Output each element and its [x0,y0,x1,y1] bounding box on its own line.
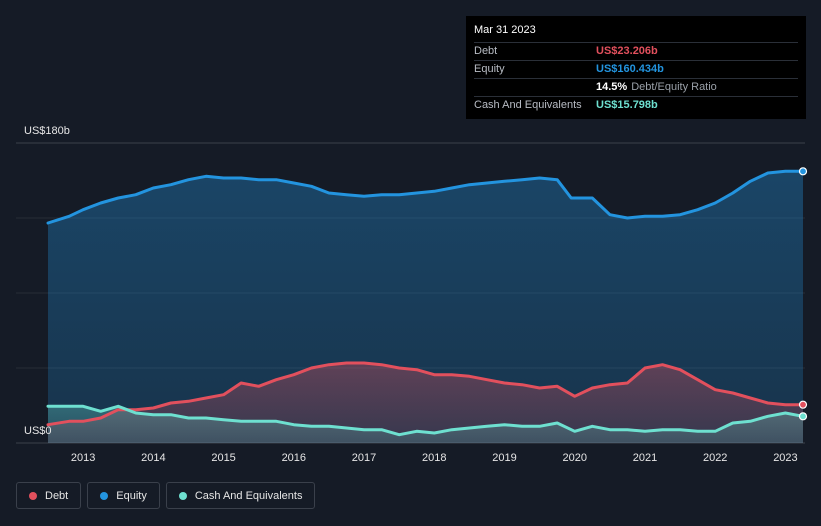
tooltip-date: Mar 31 2023 [474,24,536,36]
tooltip-cash-value: US$15.798b [596,99,658,111]
tooltip-cash-label: Cash And Equivalents [474,99,582,111]
tooltip-debt-label: Debt [474,45,498,57]
tooltip-equity-value: US$160.434b [596,63,664,75]
x-tick-label: 2020 [563,452,587,464]
x-tick-label: 2015 [211,452,235,464]
tooltip-debt-value: US$23.206b [596,45,658,57]
tooltip-debt-row: Debt US$23.206b [474,42,798,60]
legend-label-equity: Equity [116,489,147,502]
legend-label-cash: Cash And Equivalents [194,489,303,502]
cash-end-point [798,412,808,421]
equity-dot-icon [100,491,109,500]
cash-area [48,406,803,443]
x-tick-label: 2021 [633,452,657,464]
cash-line [46,404,805,437]
tooltip-ratio-label: Debt/Equity Ratio [631,81,717,93]
debt-end-point [798,400,808,409]
y-axis-top-label: US$180b [24,125,70,137]
x-tick-label: 2013 [71,452,95,464]
x-tick-label: 2019 [492,452,516,464]
tooltip-ratio-value: 14.5% [596,81,628,93]
legend-label-debt: Debt [45,489,69,502]
legend-item-equity[interactable]: Equity [87,482,160,509]
data-tooltip: Mar 31 2023 Debt US$23.206b Equity US$16… [466,16,806,119]
debt-dot-icon [29,491,37,500]
tooltip-cash-row: Cash And Equivalents US$15.798b [474,96,798,114]
x-tick-label: 2023 [773,452,797,464]
legend-item-cash[interactable]: Cash And Equivalents [165,482,316,509]
tooltip-equity-label: Equity [474,63,505,75]
equity-area [48,171,803,444]
equity-end-point [798,167,808,176]
tooltip-equity-row: Equity US$160.434b [474,60,798,78]
tooltip-ratio-row: 14.5% Debt/Equity Ratio [474,78,798,96]
x-tick-label: 2014 [141,452,165,464]
x-tick-label: 2016 [282,452,306,464]
x-tick-label: 2018 [422,452,446,464]
equity-line [46,169,805,225]
y-axis-bottom-label: US$0 [24,425,52,437]
legend-item-debt[interactable]: Debt [16,482,82,509]
cash-dot-icon [178,491,187,500]
debt-line [46,361,805,427]
chart-legend: Debt Equity Cash And Equivalents [16,482,316,509]
x-tick-label: 2022 [703,452,727,464]
x-tick-label: 2017 [352,452,376,464]
